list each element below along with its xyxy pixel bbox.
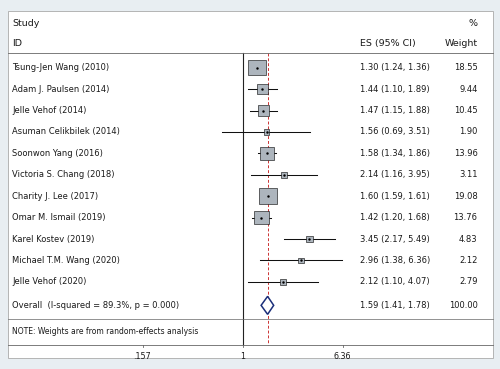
Text: 1.58 (1.34, 1.86): 1.58 (1.34, 1.86)	[360, 149, 430, 158]
Text: 2.14 (1.16, 3.95): 2.14 (1.16, 3.95)	[360, 170, 430, 179]
Text: Adam J. Paulsen (2014): Adam J. Paulsen (2014)	[12, 85, 110, 94]
Text: 2.12: 2.12	[459, 256, 477, 265]
Text: 1.42 (1.20, 1.68): 1.42 (1.20, 1.68)	[360, 213, 430, 222]
Bar	[257, 85, 268, 94]
Text: Soonwon Yang (2016): Soonwon Yang (2016)	[12, 149, 104, 158]
Text: 13.76: 13.76	[454, 213, 477, 222]
Text: Michael T.M. Wang (2020): Michael T.M. Wang (2020)	[12, 256, 120, 265]
Bar	[258, 106, 269, 116]
Text: 1.47 (1.15, 1.88): 1.47 (1.15, 1.88)	[360, 106, 430, 115]
Bar	[248, 60, 266, 75]
Text: ID: ID	[12, 39, 22, 48]
Text: 2.12 (1.10, 4.07): 2.12 (1.10, 4.07)	[360, 277, 430, 286]
Text: 1.59 (1.41, 1.78): 1.59 (1.41, 1.78)	[360, 301, 430, 310]
Polygon shape	[261, 296, 274, 314]
Text: 1.30 (1.24, 1.36): 1.30 (1.24, 1.36)	[360, 63, 430, 72]
Text: 1: 1	[240, 352, 245, 361]
Text: Tsung-Jen Wang (2010): Tsung-Jen Wang (2010)	[12, 63, 110, 72]
Text: 2.96 (1.38, 6.36): 2.96 (1.38, 6.36)	[360, 256, 430, 265]
Bar	[280, 279, 286, 284]
Text: Victoria S. Chang (2018): Victoria S. Chang (2018)	[12, 170, 115, 179]
Text: 4.83: 4.83	[459, 235, 477, 244]
Text: 1.44 (1.10, 1.89): 1.44 (1.10, 1.89)	[360, 85, 430, 94]
Text: Omar M. Ismail (2019): Omar M. Ismail (2019)	[12, 213, 106, 222]
Text: 100.00: 100.00	[448, 301, 478, 310]
Text: NOTE: Weights are from random-effects analysis: NOTE: Weights are from random-effects an…	[12, 327, 199, 335]
Bar	[280, 172, 287, 178]
Text: Overall  (I-squared = 89.3%, p = 0.000): Overall (I-squared = 89.3%, p = 0.000)	[12, 301, 179, 310]
Bar	[264, 130, 270, 135]
Text: 13.96: 13.96	[454, 149, 477, 158]
Text: 10.45: 10.45	[454, 106, 477, 115]
Text: Jelle Vehof (2014): Jelle Vehof (2014)	[12, 106, 87, 115]
Text: 1.60 (1.59, 1.61): 1.60 (1.59, 1.61)	[360, 192, 430, 201]
Text: 19.08: 19.08	[454, 192, 477, 201]
Text: 18.55: 18.55	[454, 63, 477, 72]
Text: 2.79: 2.79	[459, 277, 477, 286]
Text: Study: Study	[12, 20, 40, 28]
Text: ES (95% CI): ES (95% CI)	[360, 39, 416, 48]
Text: Karel Kostev (2019): Karel Kostev (2019)	[12, 235, 95, 244]
Text: 1.56 (0.69, 3.51): 1.56 (0.69, 3.51)	[360, 128, 430, 137]
Text: 1.90: 1.90	[459, 128, 477, 137]
Text: .157: .157	[134, 352, 152, 361]
Text: 3.11: 3.11	[459, 170, 477, 179]
Bar	[306, 235, 313, 242]
Text: Asuman Celikbilek (2014): Asuman Celikbilek (2014)	[12, 128, 120, 137]
Text: Weight: Weight	[444, 39, 478, 48]
Text: 3.45 (2.17, 5.49): 3.45 (2.17, 5.49)	[360, 235, 430, 244]
Text: 6.36: 6.36	[334, 352, 351, 361]
Bar	[254, 211, 268, 224]
Text: Jelle Vehof (2020): Jelle Vehof (2020)	[12, 277, 87, 286]
Text: %: %	[468, 20, 477, 28]
Text: 9.44: 9.44	[459, 85, 477, 94]
Text: Charity J. Lee (2017): Charity J. Lee (2017)	[12, 192, 98, 201]
Bar	[260, 147, 274, 160]
Bar	[298, 258, 304, 263]
Bar	[259, 189, 277, 204]
